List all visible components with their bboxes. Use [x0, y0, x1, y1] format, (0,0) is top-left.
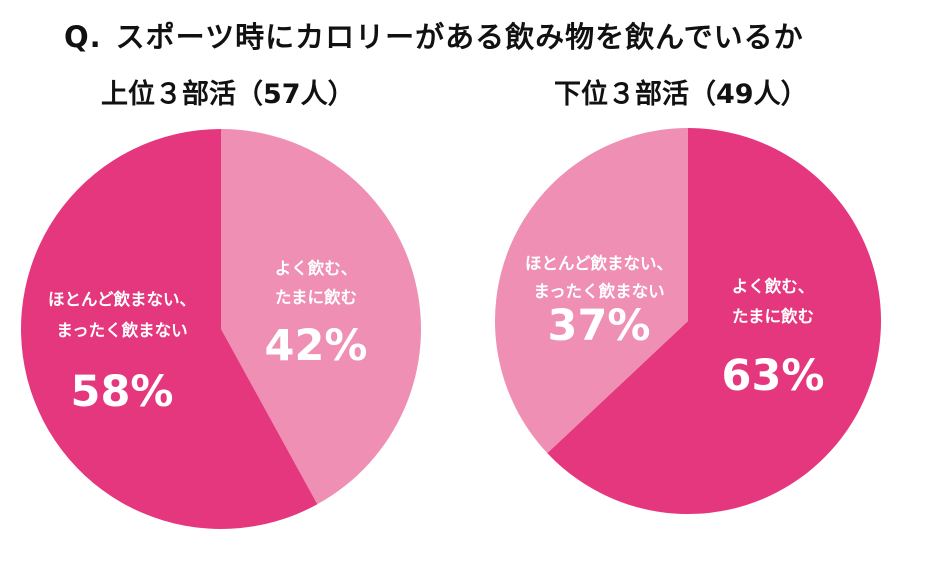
pie-value-top3-1: 58%: [71, 367, 174, 417]
pie-label-top3-0-line1: たまに飲む: [275, 287, 357, 307]
pie-label-bottom3-1-line1: まったく飲まない: [533, 281, 664, 301]
pie-label-bottom3-0-line0: よく飲む、: [732, 276, 815, 296]
pie-slice-bottom3-1: [494, 128, 688, 454]
pie-value-top3-0: 42%: [265, 321, 368, 371]
pie-value-bottom3-0: 63%: [722, 351, 825, 401]
pie-slice-top3-0: [221, 129, 421, 505]
question-text: スポーツ時にカロリーがある飲み物を飲んでいるか: [115, 20, 804, 54]
question-prefix: Q.: [64, 20, 102, 54]
pie-label-top3-1-line1: まったく飲まない: [56, 320, 187, 340]
chart-title-bottom3: 下位３部活（49人）: [554, 79, 808, 110]
pie-label-bottom3-0-line1: たまに飲む: [732, 306, 814, 326]
pie-label-top3-0-line0: よく飲む、: [275, 258, 358, 278]
pie-label-top3-1-line0: ほとんど飲まない、: [48, 289, 196, 309]
chart-title-top3: 上位３部活（57人）: [101, 79, 355, 110]
question-title: Q. スポーツ時にカロリーがある飲み物を飲んでいるか: [64, 14, 804, 56]
pie-value-bottom3-1: 37%: [548, 301, 651, 351]
pie-label-bottom3-1-line0: ほとんど飲まない、: [525, 253, 673, 273]
pie-slice-bottom3-0: [547, 128, 881, 514]
pie-slice-top3-1: [20, 129, 318, 529]
